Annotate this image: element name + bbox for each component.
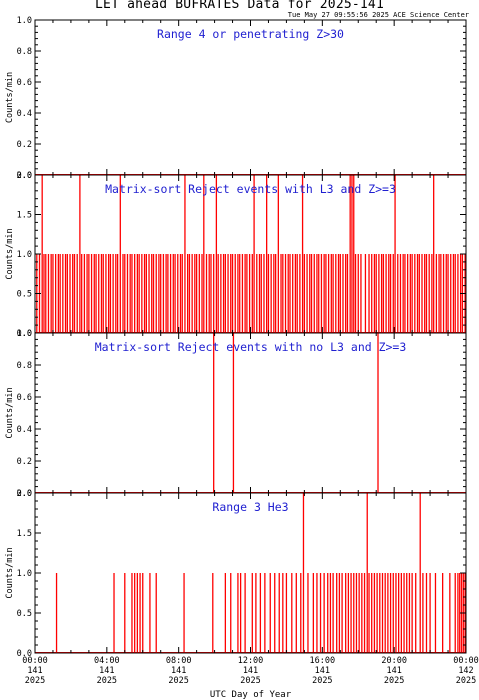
plot-frame: [34, 174, 467, 334]
x-tick-time: 16:00: [310, 656, 336, 666]
x-tick-year: 2025: [25, 676, 45, 686]
x-tick-time: 12:00: [238, 656, 264, 666]
y-tick-label: 1.0: [17, 250, 32, 260]
y-tick-label: 0.5: [17, 609, 32, 619]
y-axis-label: Counts/min: [5, 387, 15, 438]
y-tick-label: 1.0: [17, 16, 32, 26]
y-tick-label: 0.0: [17, 171, 32, 181]
y-tick-label: 0.8: [17, 47, 32, 57]
x-tick-year: 2025: [240, 676, 260, 686]
panel-title: Matrix-sort Reject events with no L3 and…: [95, 340, 407, 354]
x-tick-doy: 141: [99, 666, 114, 676]
y-axis-label: Counts/min: [5, 72, 15, 123]
y-tick-label: 0.8: [17, 361, 32, 371]
timestamp: Tue May 27 09:55:56 2025 ACE Science Cen…: [287, 11, 469, 19]
x-tick-year: 2025: [168, 676, 188, 686]
x-tick-year: 2025: [97, 676, 117, 686]
y-tick-label: 1.0: [17, 569, 32, 579]
x-tick-doy: 141: [315, 666, 330, 676]
panel-title: Range 3 He3: [212, 500, 288, 514]
y-tick-label: 0.2: [17, 140, 32, 150]
x-tick-time: 00:00: [22, 656, 48, 666]
y-tick-label: 0.0: [17, 649, 32, 659]
x-tick-doy: 141: [386, 666, 401, 676]
panel-1: 0.0 0.2 0.4 0.6 0.8 1.0 Counts/min Range 4 or p…: [5, 16, 467, 181]
chart-title: LET ahead BUFRATES Data for 2025-141: [95, 0, 384, 12]
y-tick-label: 1.0: [17, 329, 32, 339]
panel-3-data: [213, 333, 379, 493]
x-tick-year: 2025: [456, 676, 476, 686]
panel-4-data: [55, 493, 466, 653]
y-tick-label: 0.5: [17, 290, 32, 300]
x-tick-time: 04:00: [94, 656, 120, 666]
y-tick-label: 0.6: [17, 78, 32, 88]
panel-3: 0.0 0.2 0.4 0.6 0.8 1.0 Counts/min Matrix-sort …: [5, 329, 467, 499]
x-tick-time: 00:00: [453, 656, 479, 666]
y-axis-label: Counts/min: [5, 228, 15, 279]
plot-frame: [34, 332, 467, 494]
x-tick-doy: 141: [243, 666, 258, 676]
y-tick-label: 0.0: [17, 489, 32, 499]
x-axis-labels: 00:00141202504:00141202508:00141202512:0…: [22, 656, 479, 700]
x-tick-year: 2025: [384, 676, 404, 686]
y-tick-label: 0.4: [17, 425, 32, 435]
y-tick-label: 2.0: [17, 171, 32, 181]
panel-title: Range 4 or penetrating Z>30: [157, 27, 344, 41]
x-tick-time: 08:00: [166, 656, 192, 666]
panel-title: Matrix-sort Reject events with L3 and Z>…: [105, 182, 396, 196]
x-tick-year: 2025: [312, 676, 332, 686]
panel-2: 0.0 0.5 1.0 1.5 2.0 Counts/min Matrix-sort Rej…: [5, 171, 467, 339]
plot-frame: [34, 19, 467, 176]
y-axis-label: Counts/min: [5, 547, 15, 598]
x-tick-doy: 141: [27, 666, 42, 676]
y-tick-label: 0.6: [17, 393, 32, 403]
x-tick-doy: 142: [458, 666, 473, 676]
y-tick-label: 1.5: [17, 211, 32, 221]
y-tick-label: 1.5: [17, 529, 32, 539]
x-tick-doy: 141: [171, 666, 186, 676]
x-axis-label: UTC Day of Year: [210, 690, 292, 700]
x-tick-time: 20:00: [381, 656, 407, 666]
y-tick-label: 2.0: [17, 489, 32, 499]
panel-4: 0.0 0.5 1.0 1.5 2.0 Counts/min Range 3 He3: [5, 489, 467, 659]
panel-2-data: [36, 175, 466, 333]
y-tick-label: 0.2: [17, 457, 32, 467]
y-tick-label: 0.4: [17, 109, 32, 119]
y-tick-label: 0.0: [17, 329, 32, 339]
